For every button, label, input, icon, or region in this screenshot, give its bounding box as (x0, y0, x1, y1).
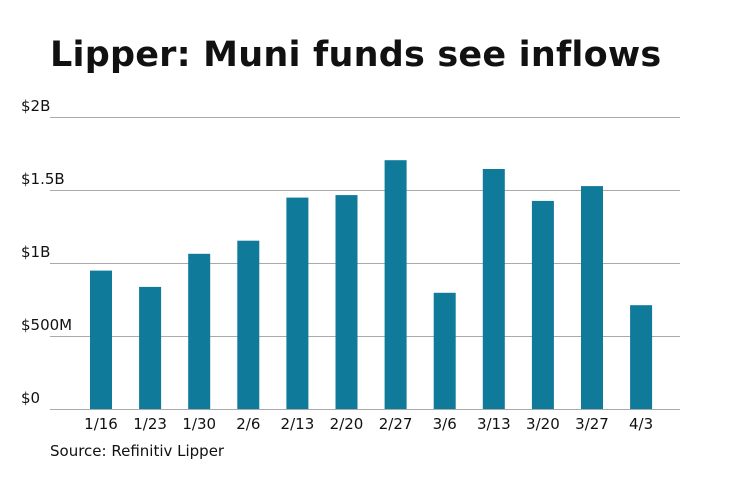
bar-2-20 (335, 195, 358, 409)
x-tick-label: 1/23 (133, 415, 167, 433)
x-tick-label: 2/6 (236, 415, 260, 433)
y-axis-tick-labels: $0 $500M $1B $1.5B $2B (21, 97, 72, 407)
y-tick-label: $0 (21, 389, 40, 407)
bar-3-27 (581, 186, 603, 409)
bar-1-30 (188, 253, 211, 409)
bar-2-13 (286, 197, 309, 409)
y-tick-label: $1B (21, 243, 50, 261)
bar-2-6 (237, 240, 260, 409)
chart-title: Lipper: Muni funds see inflows (50, 35, 662, 75)
x-tick-label: 3/27 (575, 415, 609, 433)
x-tick-label: 3/13 (477, 415, 511, 433)
bar-3-20 (531, 200, 554, 409)
bar-2-27 (384, 160, 407, 409)
y-tick-label: $500M (21, 316, 72, 334)
x-tick-label: 2/20 (330, 415, 364, 433)
x-axis-tick-labels: 1/16 1/23 1/30 2/6 2/13 2/20 2/27 3/6 3/13 3/20 3/… (84, 415, 653, 433)
x-tick-label: 4/3 (629, 415, 653, 433)
x-tick-label: 1/16 (84, 415, 118, 433)
bar-1-23 (139, 286, 162, 409)
bar-1-16 (90, 270, 112, 409)
y-tick-label: $1.5B (21, 170, 65, 188)
x-tick-label: 2/27 (379, 415, 413, 433)
x-tick-label: 3/6 (433, 415, 457, 433)
x-tick-label: 1/30 (182, 415, 216, 433)
bar-3-6 (433, 292, 456, 409)
x-tick-label: 2/13 (281, 415, 315, 433)
x-tick-label: 3/20 (526, 415, 560, 433)
bar-4-3 (630, 305, 653, 409)
source-note: Source: Refinitiv Lipper (50, 442, 225, 460)
y-tick-label: $2B (21, 97, 50, 115)
bars (90, 160, 653, 409)
bar-3-13 (482, 169, 505, 409)
